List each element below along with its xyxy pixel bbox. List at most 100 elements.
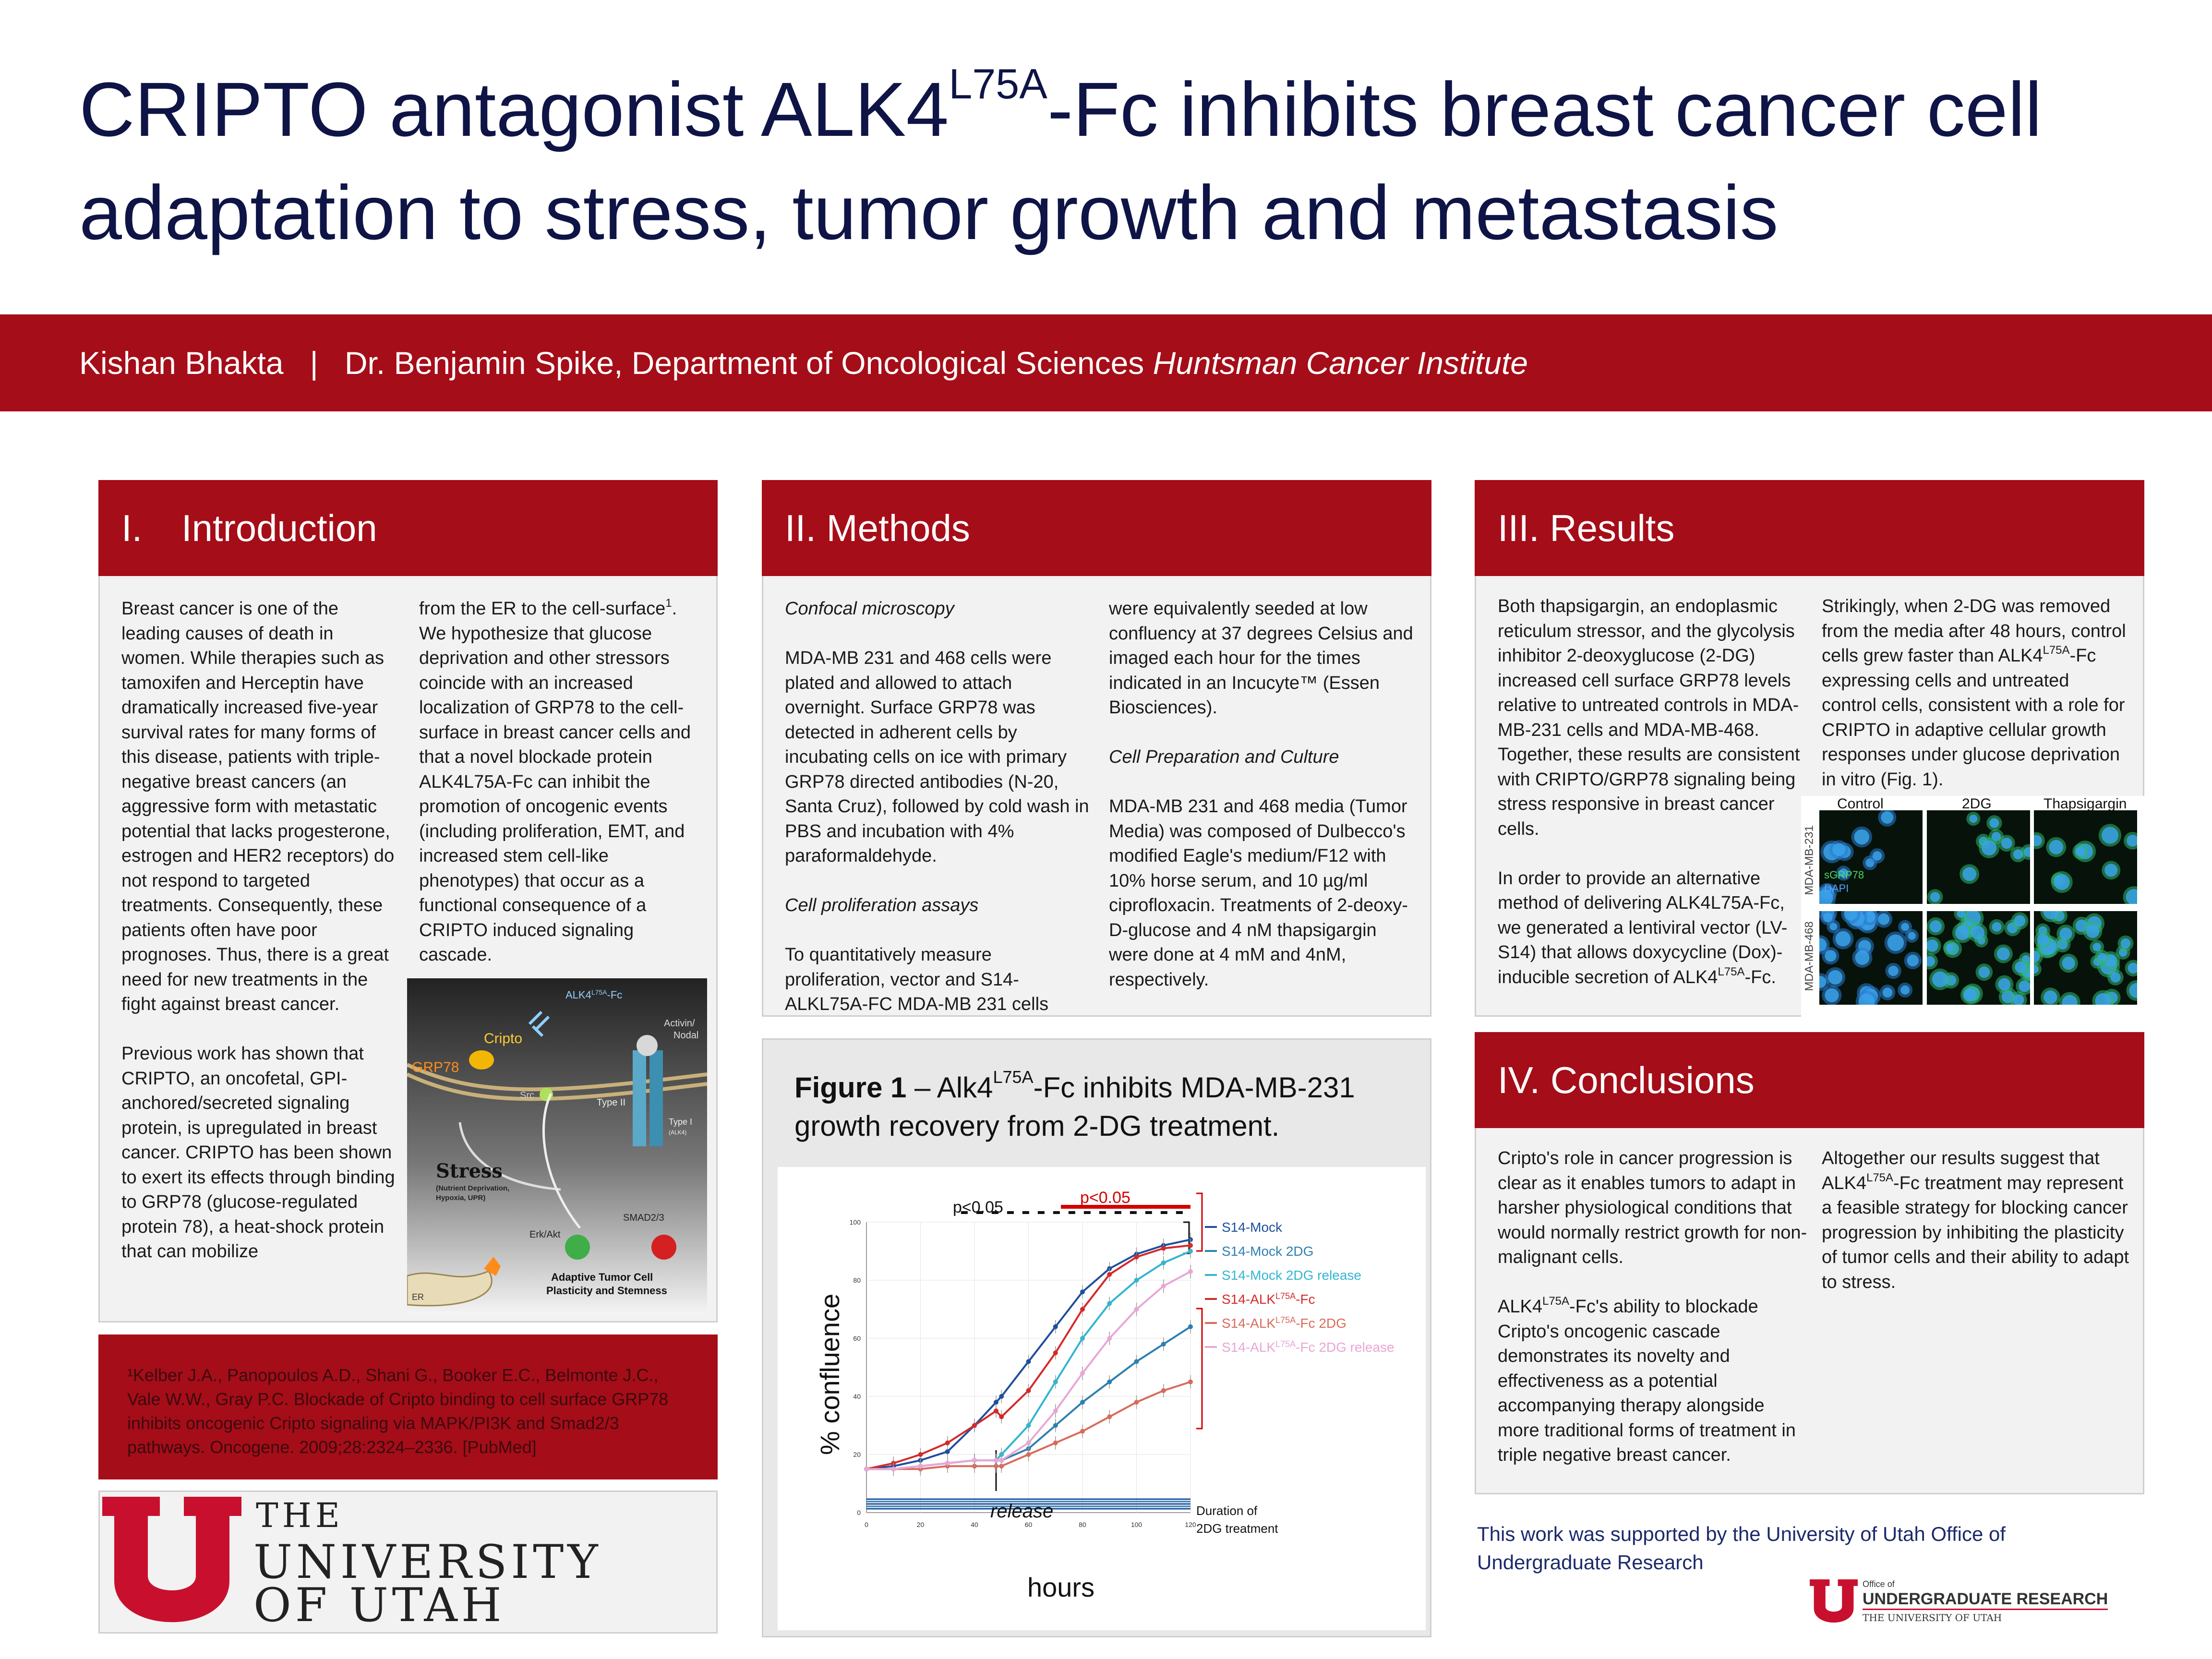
legend-bracket-red-2 — [1196, 1308, 1203, 1430]
data-point — [1107, 1336, 1112, 1341]
data-point — [1053, 1423, 1058, 1428]
title-part: -Fc inhibits breast cancer cell — [1047, 66, 2042, 152]
pvalue-annotation-2: p<0.05 — [1080, 1189, 1130, 1207]
y-tick-label: 80 — [853, 1276, 861, 1284]
x-tick-label: 40 — [971, 1521, 978, 1528]
x-tick-label: 100 — [1131, 1521, 1142, 1528]
text-superscript: L75A — [2043, 644, 2070, 657]
methods-paragraph-confocal: MDA-MB 231 and 468 cells were plated and… — [785, 648, 1089, 866]
data-point — [1134, 1359, 1139, 1364]
adaptive-label-2: Plasticity and Stemness — [546, 1285, 667, 1297]
section-title: II. Methods — [785, 507, 970, 549]
text-part: -Fc. — [1744, 967, 1776, 987]
results-column-1: Both thapsigargin, an endoplasmic reticu… — [1498, 594, 1805, 1015]
methods-subheading-confocal: Confocal microscopy — [785, 599, 954, 619]
data-point — [1161, 1246, 1166, 1251]
methods-paragraph-proliferation-cont: were equivalently seeded at low confluen… — [1109, 599, 1413, 718]
cripto-protein — [469, 1050, 494, 1070]
ugr-office: Office of — [1863, 1579, 1895, 1589]
data-point — [1188, 1243, 1193, 1248]
data-point — [999, 1414, 1004, 1419]
duration-annotation-1: Duration of — [1196, 1503, 1258, 1518]
data-point — [1188, 1379, 1193, 1384]
x-tick-label: 120 — [1185, 1521, 1196, 1528]
logo-the: THE — [256, 1496, 344, 1535]
stress-sub-1: (Nutrient Deprivation, — [436, 1184, 509, 1192]
legend-entry: S14-ALKL75A-Fc — [1222, 1291, 1315, 1307]
conclusions-column-1: Cripto's role in cancer progression is c… — [1498, 1146, 1810, 1492]
grp78-label: GRP78 — [412, 1059, 459, 1075]
introduction-panel: I. Introduction Breast cancer is one of t… — [98, 480, 718, 1322]
data-point — [1080, 1429, 1085, 1434]
title-superscript: L75A — [949, 60, 1047, 108]
smad-protein — [651, 1235, 676, 1260]
microscopy-tile — [1927, 810, 2030, 904]
column-label-2dg: 2DG — [1962, 796, 1992, 812]
conclusions-paragraph-1: Cripto's role in cancer progression is c… — [1498, 1148, 1807, 1267]
nodal-label: Nodal — [673, 1030, 698, 1041]
intro-column-1: Breast cancer is one of the leading caus… — [121, 597, 397, 1289]
series-line — [866, 1271, 1191, 1470]
x-tick-label: 80 — [1079, 1521, 1086, 1528]
chart-legend: S14-Mock S14-Mock 2DG S14-Mock 2DG release… — [1205, 1220, 1395, 1355]
cripto-label: Cripto — [484, 1031, 522, 1046]
y-tick-label: 40 — [853, 1393, 861, 1400]
data-point — [1134, 1400, 1139, 1405]
university-logo-box: THE UNIVERSITY OF UTAH — [98, 1491, 718, 1634]
reference-box: ¹Kelber J.A., Panopoulos A.D., Shani G.,… — [98, 1334, 718, 1479]
data-point — [1107, 1272, 1112, 1277]
microscopy-figure: Control 2DG Thapsigargin MDA-MB-231 MDA-… — [1801, 796, 2147, 1018]
title-line-2: adaptation to stress, tumor growth and m… — [79, 169, 1779, 255]
type2-label: Type II — [597, 1097, 625, 1108]
block-u-logo — [102, 1497, 241, 1623]
y-tick-label: 60 — [853, 1334, 861, 1342]
legend-sgrp78: sGRP78 — [1824, 869, 1864, 881]
section-number: I. — [121, 507, 143, 549]
data-point — [1053, 1324, 1058, 1329]
conclusions-paragraph-2: ALK4L75A-Fc's ability to blockade Cripto… — [1498, 1295, 1810, 1468]
data-point — [1188, 1324, 1193, 1329]
section-title: Introduction — [181, 507, 377, 549]
text-part: from the ER to the cell-surface — [419, 599, 666, 619]
methods-paragraph-culture: MDA-MB 231 and 468 media (Tumor Media) w… — [1109, 796, 1408, 990]
data-point — [1080, 1370, 1085, 1376]
x-tick-label: 0 — [865, 1521, 868, 1528]
receptor-complex-icon — [633, 1035, 663, 1146]
x-tick-label: 20 — [917, 1521, 925, 1528]
cripto-pathway-diagram: ALK4L75A-Fc Cripto GRP78 Activin/ Nodal … — [407, 978, 707, 1314]
data-point — [891, 1467, 896, 1472]
data-point — [918, 1464, 923, 1469]
data-point — [1107, 1301, 1112, 1306]
ugr-logo: Office of UNDERGRADUATE RESEARCH THE UNI… — [1810, 1579, 2108, 1627]
logo-university: UNIVERSITY — [253, 1535, 602, 1589]
src-label: Src — [520, 1090, 534, 1101]
author-banner: Kishan Bhakta | Dr. Benjamin Spike, Depa… — [0, 314, 2212, 411]
data-point — [1053, 1440, 1058, 1445]
results-paragraph-3: Strikingly, when 2-DG was removed from t… — [1822, 594, 2129, 792]
results-column-2: Strikingly, when 2-DG was removed from t… — [1822, 594, 2129, 817]
text-superscript: L75A — [1866, 1171, 1894, 1184]
data-point — [1134, 1254, 1139, 1260]
er-label: ER — [412, 1292, 424, 1302]
data-point — [1053, 1379, 1058, 1384]
separator: | — [310, 345, 318, 381]
legend-bracket-red — [1196, 1192, 1203, 1252]
methods-panel: II. Methods Confocal microscopy MDA-MB 2… — [762, 480, 1431, 1017]
intro-paragraph-2: Previous work has shown that CRIPTO, an … — [121, 1044, 395, 1262]
data-point — [1080, 1307, 1085, 1312]
ugr-title: UNDERGRADUATE RESEARCH — [1863, 1590, 2108, 1610]
support-statement: This work was supported by the Universit… — [1477, 1523, 2006, 1574]
intro-paragraph-3: from the ER to the cell-surface1. We hyp… — [419, 597, 702, 968]
text-part: In order to provide an alternative metho… — [1498, 868, 1788, 987]
text-part: . We hypothesize that glucose deprivatio… — [419, 599, 691, 965]
type1-label: Type I — [669, 1117, 692, 1127]
text-part: Altogether our results suggest that ALK4 — [1822, 1148, 2100, 1193]
title-line-1: CRIPTO antagonist ALK4L75A-Fc inhibits b… — [79, 58, 2143, 161]
series-line — [866, 1244, 1191, 1470]
ugr-university: THE UNIVERSITY OF UTAH — [1863, 1612, 2002, 1623]
data-point — [945, 1440, 950, 1445]
methods-column-1: Confocal microscopy MDA-MB 231 and 468 c… — [785, 597, 1092, 1042]
alk4-fc-icon — [528, 1010, 550, 1037]
data-point — [994, 1458, 998, 1463]
alk4-small-label: (ALK4) — [669, 1129, 686, 1136]
